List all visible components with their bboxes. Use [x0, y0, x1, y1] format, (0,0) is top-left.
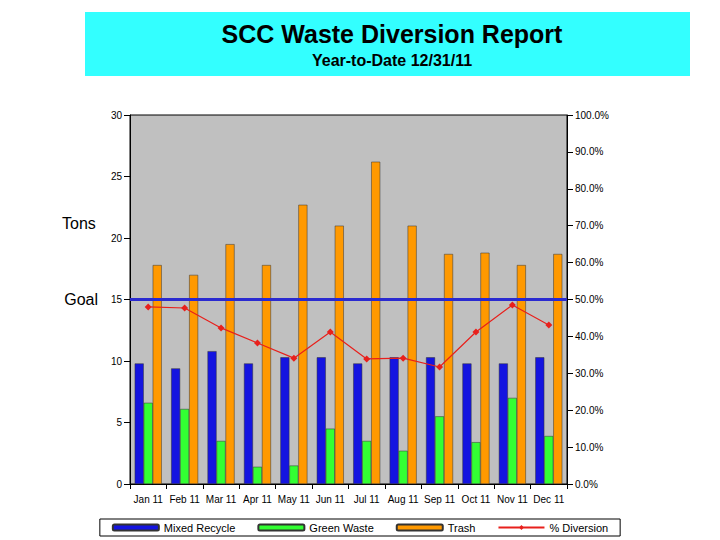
svg-text:20.0%: 20.0% — [575, 405, 603, 416]
svg-text:60.0%: 60.0% — [575, 257, 603, 268]
svg-text:Apr 11: Apr 11 — [243, 494, 272, 505]
svg-text:90.0%: 90.0% — [575, 146, 603, 157]
svg-text:10.0%: 10.0% — [575, 442, 603, 453]
svg-text:Dec 11: Dec 11 — [533, 494, 564, 505]
svg-text:Jun 11: Jun 11 — [316, 494, 346, 505]
svg-text:0.0%: 0.0% — [575, 479, 598, 490]
svg-text:70.0%: 70.0% — [575, 220, 603, 231]
svg-text:Mar 11: Mar 11 — [206, 494, 237, 505]
svg-text:40.0%: 40.0% — [575, 331, 603, 342]
svg-text:Mixed Recycle: Mixed Recycle — [164, 522, 236, 534]
svg-text:Oct 11: Oct 11 — [462, 494, 491, 505]
svg-text:Year-to-Date 12/31/11: Year-to-Date 12/31/11 — [312, 52, 472, 69]
svg-text:20: 20 — [111, 233, 123, 244]
svg-text:0: 0 — [116, 479, 122, 490]
svg-text:Feb 11: Feb 11 — [169, 494, 200, 505]
svg-text:25: 25 — [111, 171, 123, 182]
svg-text:Nov 11: Nov 11 — [497, 494, 528, 505]
svg-text:Goal: Goal — [64, 291, 98, 308]
svg-text:30: 30 — [111, 110, 123, 121]
svg-text:80.0%: 80.0% — [575, 183, 603, 194]
svg-text:Jul 11: Jul 11 — [354, 494, 380, 505]
svg-text:15: 15 — [111, 294, 123, 305]
svg-text:50.0%: 50.0% — [575, 294, 603, 305]
svg-text:10: 10 — [111, 356, 123, 367]
svg-text:Aug 11: Aug 11 — [388, 494, 419, 505]
svg-text:100.0%: 100.0% — [575, 110, 609, 121]
svg-text:Tons: Tons — [62, 215, 96, 232]
svg-text:5: 5 — [116, 417, 122, 428]
svg-text:Trash: Trash — [448, 522, 476, 534]
svg-text:Jan 11: Jan 11 — [134, 494, 164, 505]
svg-text:Green Waste: Green Waste — [309, 522, 373, 534]
svg-text:% Diversion: % Diversion — [549, 522, 608, 534]
svg-text:May 11: May 11 — [278, 494, 310, 505]
svg-text:30.0%: 30.0% — [575, 368, 603, 379]
svg-text:Sep 11: Sep 11 — [424, 494, 455, 505]
svg-text:SCC Waste Diversion Report: SCC Waste Diversion Report — [222, 20, 563, 48]
